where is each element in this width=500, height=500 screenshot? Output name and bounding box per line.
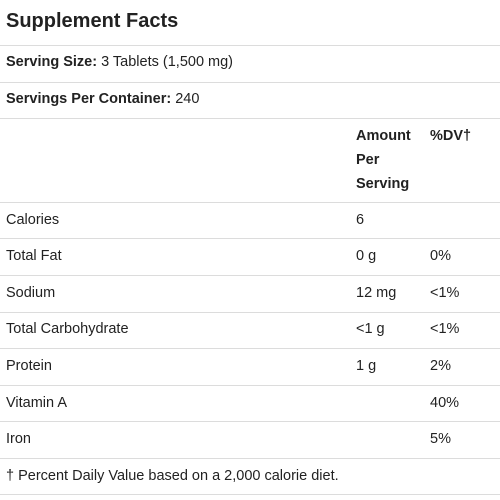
panel-title: Supplement Facts [6, 10, 179, 32]
nutrient-dv: 0% [430, 248, 451, 264]
nutrient-amount: 12 mg [356, 285, 397, 301]
nutrient-dv: 40% [430, 395, 460, 411]
amount-header-line: Serving [356, 176, 410, 192]
nutrient-amount: 0 g [356, 248, 377, 264]
nutrient-name: Protein [6, 358, 52, 374]
nutrient-name: Calories [6, 212, 60, 228]
nutrient-dv: <1% [430, 285, 460, 301]
nutrient-name: Iron [6, 431, 31, 447]
amount-per-serving-header: Amount Per Serving [356, 124, 411, 196]
divider [0, 458, 500, 459]
serving-size-value: 3 Tablets (1,500 mg) [101, 54, 234, 70]
divider [0, 348, 500, 349]
divider [0, 494, 500, 495]
divider [0, 82, 500, 83]
nutrient-dv: <1% [430, 321, 460, 337]
divider [0, 421, 500, 422]
divider [0, 275, 500, 276]
divider [0, 118, 500, 119]
servings-per-container: Servings Per Container: 240 [6, 91, 199, 107]
divider [0, 312, 500, 313]
daily-value-header: %DV† [430, 128, 472, 144]
nutrient-amount: <1 g [356, 321, 385, 337]
servings-per-container-value: 240 [175, 91, 200, 107]
divider [0, 45, 500, 46]
nutrient-amount: 1 g [356, 358, 377, 374]
divider [0, 385, 500, 386]
divider [0, 238, 500, 239]
daily-value-footnote: † Percent Daily Value based on a 2,000 c… [6, 468, 339, 484]
serving-size: Serving Size: 3 Tablets (1,500 mg) [6, 54, 233, 70]
nutrient-name: Total Fat [6, 248, 62, 264]
amount-header-line: Per [356, 152, 380, 168]
nutrient-dv: 5% [430, 431, 451, 447]
divider [0, 202, 500, 203]
nutrient-name: Sodium [6, 285, 56, 301]
nutrient-name: Total Carbohydrate [6, 321, 129, 337]
nutrient-name: Vitamin A [6, 395, 67, 411]
nutrient-amount: 6 [356, 212, 365, 228]
serving-size-label: Serving Size: [6, 54, 98, 70]
amount-header-line: Amount [356, 128, 411, 144]
nutrient-dv: 2% [430, 358, 451, 374]
servings-per-container-label: Servings Per Container: [6, 91, 172, 107]
